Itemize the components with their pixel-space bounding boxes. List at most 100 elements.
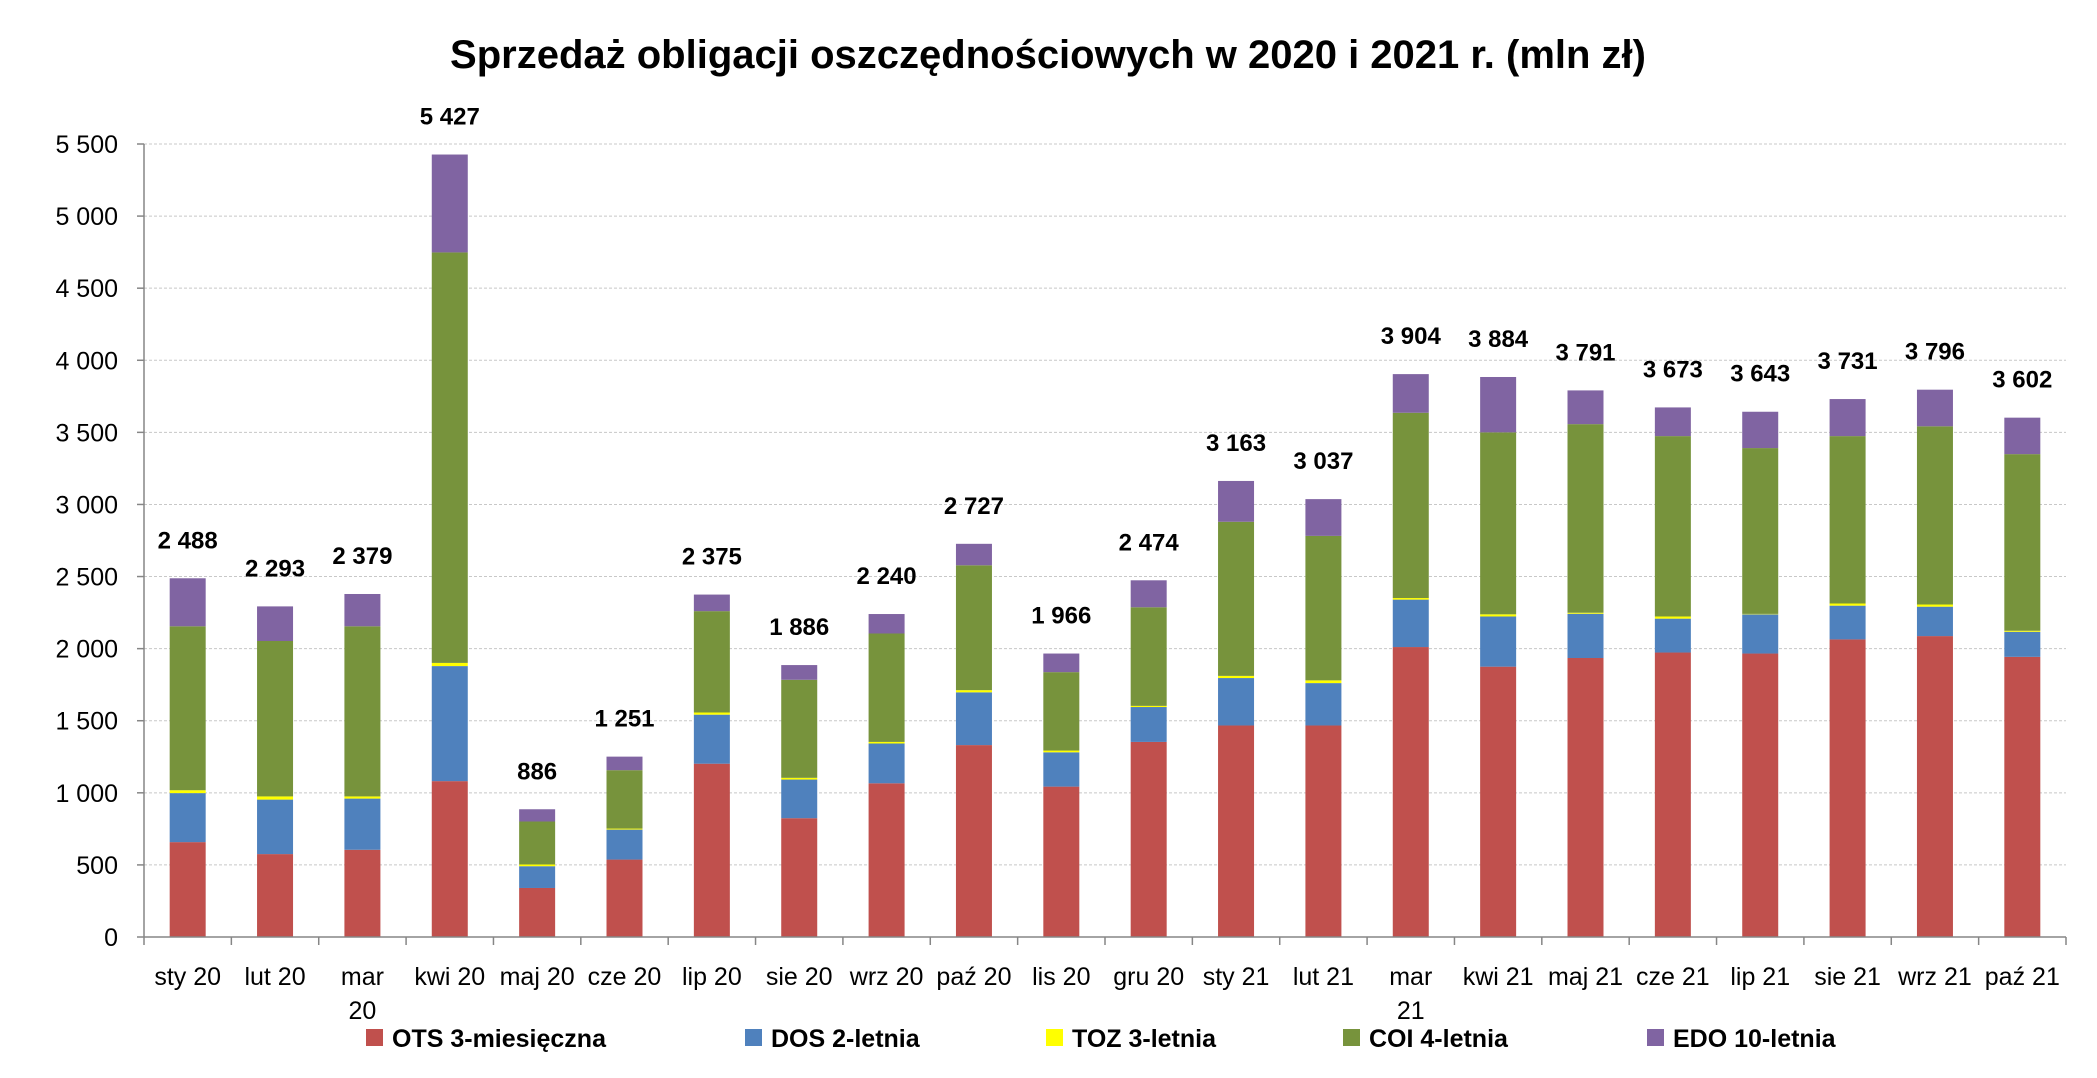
bar-segment-coi: [1218, 521, 1255, 676]
x-tick-label: lis 20: [1032, 963, 1090, 991]
x-tick-label: gru 20: [1113, 963, 1184, 991]
bar-segment-ots: [1218, 725, 1255, 937]
x-tick-label: lut 21: [1293, 963, 1354, 991]
bar-segment-edo: [431, 154, 468, 253]
bar-segment-dos: [1305, 683, 1342, 726]
data-label: 3 884: [1468, 326, 1529, 353]
data-label: 2 727: [944, 493, 1004, 520]
bar-segment-toz: [1654, 616, 1691, 619]
bar-segment-dos: [1218, 678, 1255, 726]
legend-item-ots: OTS 3-miesięczna: [366, 1025, 607, 1053]
bar-segment-dos: [257, 799, 294, 855]
x-tick-label: sty 21: [1203, 963, 1270, 991]
legend-item-coi: COI 4-letnia: [1343, 1025, 1509, 1053]
bar-segment-toz: [1567, 612, 1604, 614]
bar-segment-dos: [1392, 599, 1429, 648]
y-tick-label: 4 000: [55, 347, 118, 375]
bar-segment-coi: [1916, 426, 1953, 605]
bar-segment-ots: [1742, 653, 1779, 937]
bar-segment-ots: [781, 818, 818, 937]
bar-segment-toz: [1916, 604, 1953, 607]
x-tick-label: wrz 20: [849, 963, 924, 991]
x-tick-label: maj 20: [500, 963, 575, 991]
legend-swatch-dos: [745, 1029, 762, 1046]
bar-segment-edo: [1392, 374, 1429, 413]
bar-segment-dos: [169, 793, 206, 843]
bar-segment-toz: [1829, 603, 1866, 606]
bar-segment-edo: [781, 665, 818, 680]
data-label: 3 602: [1992, 367, 2052, 394]
x-tick-label: sie 21: [1814, 963, 1881, 991]
bar-segment-edo: [868, 614, 905, 634]
bar-segment-coi: [257, 640, 294, 797]
bar-segment-edo: [257, 606, 294, 641]
x-tick-label: sty 20: [154, 963, 221, 991]
data-label: 2 488: [158, 527, 218, 554]
bar-segment-toz: [344, 796, 381, 799]
bar-segment-edo: [1305, 499, 1342, 536]
bar-segment-edo: [1480, 376, 1517, 433]
bar-segment-toz: [1043, 750, 1080, 753]
bar-segment-ots: [1567, 658, 1604, 937]
bar-segment-ots: [868, 783, 905, 937]
bar-segment-ots: [1130, 741, 1167, 937]
bar-segment-ots: [1654, 652, 1691, 937]
legend-item-dos: DOS 2-letnia: [745, 1025, 921, 1053]
bar-segment-coi: [344, 626, 381, 797]
legend-swatch-ots: [366, 1029, 383, 1046]
bar-segment-edo: [1130, 580, 1167, 608]
bar-segment-dos: [2004, 631, 2041, 657]
bar-segment-edo: [1567, 390, 1604, 425]
bar-segment-ots: [519, 887, 556, 937]
y-tick-label: 4 500: [55, 275, 118, 303]
data-label: 3 673: [1643, 356, 1703, 383]
bar-segment-edo: [1218, 480, 1255, 522]
y-tick-label: 3 000: [55, 491, 118, 519]
bar-segment-dos: [781, 779, 818, 819]
bar-segment-coi: [781, 679, 818, 778]
bar-segment-ots: [431, 781, 468, 937]
bar-segment-edo: [606, 756, 643, 771]
bar-segment-coi: [431, 252, 468, 663]
y-axis: 0 500 1 000 1 500 2 000 2 500 3 000 3 500 4 000 4…: [55, 131, 145, 952]
bar-segment-dos: [431, 666, 468, 782]
bar-segment-toz: [1130, 705, 1167, 708]
data-label: 3 643: [1730, 361, 1790, 388]
legend-item-edo: EDO 10-letnia: [1647, 1025, 1837, 1053]
bar-segment-dos: [955, 692, 992, 746]
bar-segment-dos: [1043, 752, 1080, 787]
data-label: 3 791: [1555, 339, 1615, 366]
data-label: 1 886: [769, 614, 829, 641]
x-tick-label: lip 20: [682, 963, 742, 991]
bar-segment-edo: [693, 594, 730, 612]
bar-segment-coi: [1392, 412, 1429, 599]
bar-segment-coi: [1043, 672, 1080, 751]
bar-segment-coi: [1130, 607, 1167, 706]
data-label: 886: [517, 758, 557, 785]
bar-segment-toz: [519, 864, 556, 867]
data-label: 2 474: [1119, 529, 1180, 556]
y-tick-label: 0: [104, 924, 118, 952]
bar-segment-toz: [1218, 675, 1255, 679]
bars: [169, 154, 2041, 937]
bar-segment-toz: [169, 790, 206, 794]
bar-segment-edo: [1916, 389, 1953, 427]
x-tick-label: maj 21: [1548, 963, 1623, 991]
bar-segment-coi: [519, 821, 556, 865]
bar-segment-coi: [955, 565, 992, 691]
bar-segment-toz: [1480, 614, 1517, 617]
bar-segment-ots: [1392, 647, 1429, 937]
legend-label-toz: TOZ 3-letnia: [1072, 1025, 1217, 1053]
bar-segment-dos: [519, 866, 556, 888]
y-tick-label: 5 500: [55, 131, 118, 159]
bar-segment-ots: [606, 859, 643, 937]
bar-segment-ots: [1829, 639, 1866, 937]
x-axis: sty 20 lut 20 mar 20 kwi 20 maj 20 cze 20 lip 2…: [143, 936, 2067, 1025]
bar-segment-toz: [257, 796, 294, 800]
bar-segment-ots: [1305, 725, 1342, 937]
legend-label-dos: DOS 2-letnia: [771, 1025, 921, 1053]
bar-segment-coi: [169, 626, 206, 791]
bar-segment-coi: [1480, 432, 1517, 615]
y-tick-label: 5 000: [55, 203, 118, 231]
